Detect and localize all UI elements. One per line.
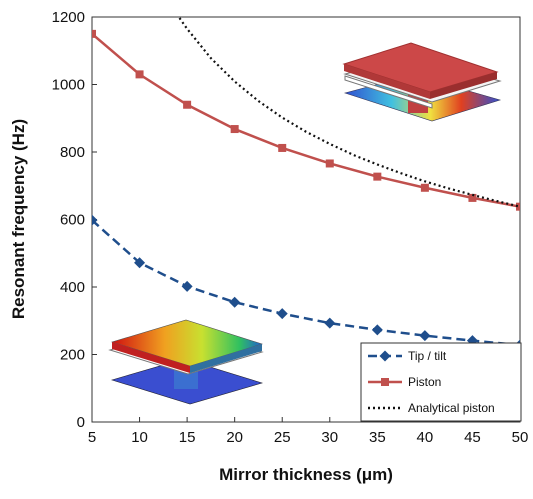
x-tick-label: 35 xyxy=(369,429,386,446)
x-tick-label: 20 xyxy=(226,429,243,446)
x-tick-label: 40 xyxy=(417,429,434,446)
marker xyxy=(229,297,240,308)
y-tick-label: 0 xyxy=(77,414,85,431)
x-tick-label: 10 xyxy=(131,429,148,446)
legend: Tip / tilt Piston Analytical piston xyxy=(361,343,521,421)
marker xyxy=(372,324,383,335)
series-line xyxy=(180,18,520,207)
x-tick-label: 15 xyxy=(179,429,196,446)
y-tick-label: 800 xyxy=(60,144,85,161)
marker xyxy=(278,144,286,152)
marker xyxy=(182,281,193,292)
marker xyxy=(277,308,288,319)
marker xyxy=(136,70,144,78)
marker xyxy=(419,330,430,341)
x-axis-title: Mirror thickness (μm) xyxy=(219,465,393,484)
legend-marker xyxy=(381,378,389,386)
legend-label: Tip / tilt xyxy=(408,349,447,363)
marker xyxy=(421,184,429,192)
inset-tip-tilt xyxy=(110,320,262,404)
marker xyxy=(373,173,381,181)
y-tick-label: 200 xyxy=(60,347,85,364)
marker xyxy=(88,30,96,38)
chart: 5 10 15 20 25 30 35 40 45 50 0 200 400 600 800 1000 1200… xyxy=(0,0,533,494)
marker xyxy=(231,125,239,133)
x-tick-label: 45 xyxy=(464,429,481,446)
x-tick-label: 30 xyxy=(321,429,338,446)
x-tick-label: 25 xyxy=(274,429,291,446)
x-tick-label: 5 xyxy=(88,429,96,446)
x-tick-label: 50 xyxy=(512,429,529,446)
y-tick-label: 600 xyxy=(60,212,85,229)
legend-label: Analytical piston xyxy=(408,401,495,415)
y-axis-title: Resonant frequency (Hz) xyxy=(9,119,28,319)
marker xyxy=(183,101,191,109)
marker xyxy=(326,159,334,167)
y-tick-label: 1000 xyxy=(52,77,85,94)
marker xyxy=(324,318,335,329)
y-tick-label: 400 xyxy=(60,279,85,296)
series-line xyxy=(92,220,520,345)
y-tick-label: 1200 xyxy=(52,9,85,26)
inset-piston xyxy=(344,43,500,121)
legend-label: Piston xyxy=(408,375,441,389)
